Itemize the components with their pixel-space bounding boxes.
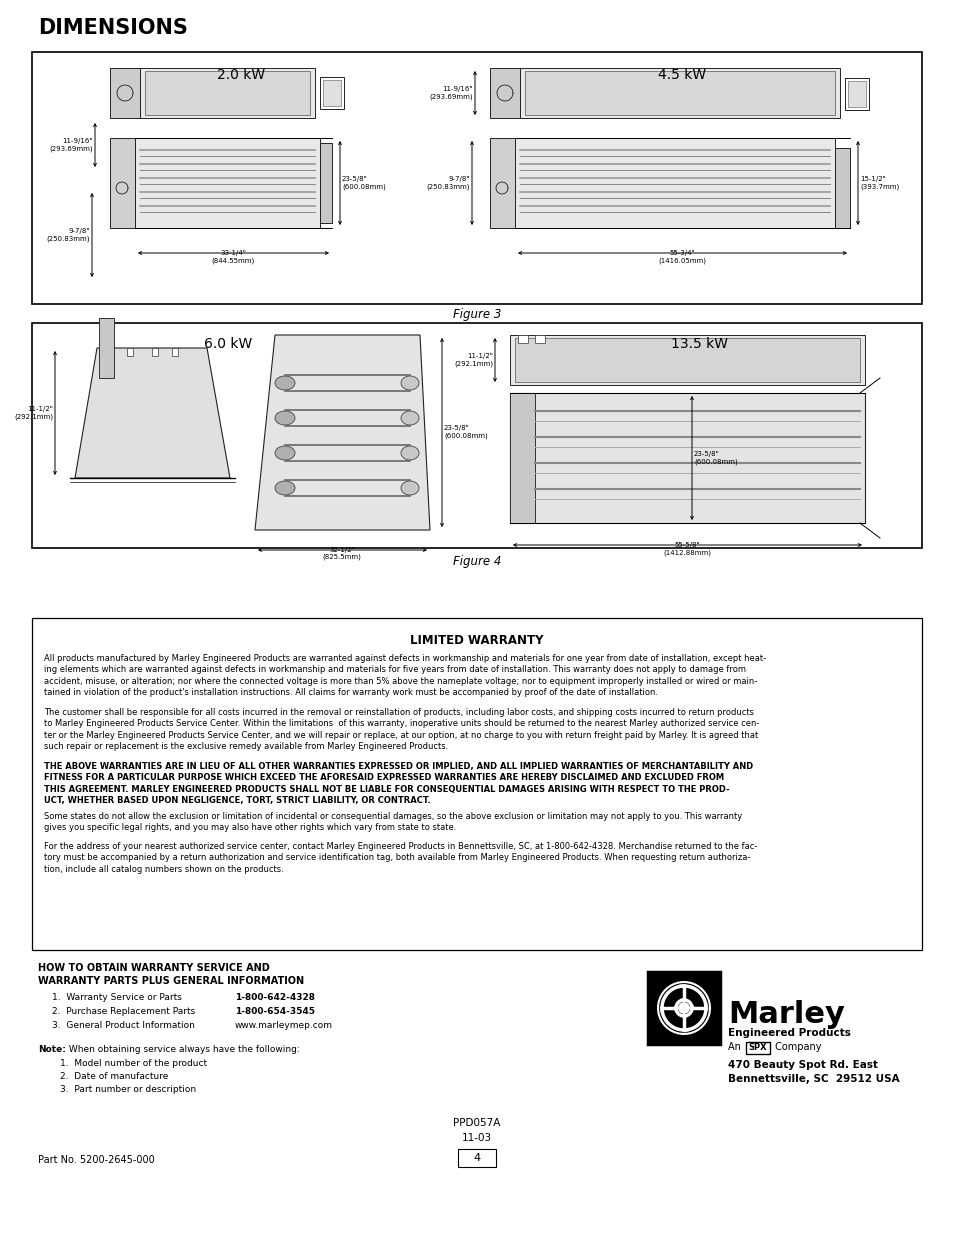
- Text: 4: 4: [473, 1153, 480, 1163]
- Text: 470 Beauty Spot Rd. East: 470 Beauty Spot Rd. East: [727, 1060, 877, 1070]
- Bar: [647, 972, 720, 1044]
- Bar: [32, 324, 921, 548]
- Circle shape: [679, 1003, 688, 1013]
- Text: 11-1/2"
(292.1mm): 11-1/2" (292.1mm): [14, 406, 53, 420]
- Text: 13.5 kW: 13.5 kW: [670, 337, 727, 351]
- Text: 2.  Purchase Replacement Parts: 2. Purchase Replacement Parts: [52, 1007, 195, 1016]
- Bar: [32, 618, 921, 950]
- Text: 3.  General Product Information: 3. General Product Information: [52, 1021, 194, 1030]
- Bar: [745, 1042, 769, 1053]
- Text: Figure 3: Figure 3: [453, 308, 500, 321]
- Text: Marley: Marley: [727, 1000, 844, 1029]
- Text: 1.  Model number of the product: 1. Model number of the product: [60, 1058, 207, 1068]
- Text: 11-03: 11-03: [461, 1132, 492, 1144]
- Text: Note:: Note:: [38, 1045, 66, 1053]
- Text: 32-1/2"
(825.5mm): 32-1/2" (825.5mm): [322, 547, 361, 561]
- Text: Bennettsville, SC  29512 USA: Bennettsville, SC 29512 USA: [727, 1074, 899, 1084]
- Bar: [319, 143, 332, 224]
- Bar: [519, 68, 840, 119]
- Bar: [510, 335, 864, 385]
- Text: The customer shall be responsible for all costs incurred in the removal or reins: The customer shall be responsible for al…: [44, 708, 759, 751]
- Text: 15-1/2"
(393.7mm): 15-1/2" (393.7mm): [859, 177, 899, 190]
- Text: 23-5/8"
(600.08mm): 23-5/8" (600.08mm): [443, 425, 487, 438]
- Bar: [834, 148, 849, 228]
- Ellipse shape: [400, 375, 418, 390]
- Text: HOW TO OBTAIN WARRANTY SERVICE AND: HOW TO OBTAIN WARRANTY SERVICE AND: [38, 963, 270, 973]
- Text: 2.0 kW: 2.0 kW: [217, 68, 265, 82]
- Bar: [490, 138, 515, 228]
- Bar: [535, 335, 544, 343]
- Text: 55-3/4"
(1416.05mm): 55-3/4" (1416.05mm): [658, 249, 705, 263]
- Bar: [323, 80, 340, 106]
- Text: 6.0 kW: 6.0 kW: [203, 337, 252, 351]
- Text: 1.  Warranty Service or Parts: 1. Warranty Service or Parts: [52, 993, 182, 1002]
- Bar: [32, 52, 921, 304]
- Text: An: An: [727, 1042, 743, 1052]
- Bar: [107, 348, 112, 356]
- Text: When obtaining service always have the following:: When obtaining service always have the f…: [66, 1045, 299, 1053]
- Text: 9-7/8"
(250.83mm): 9-7/8" (250.83mm): [426, 177, 470, 190]
- Ellipse shape: [274, 411, 294, 425]
- Bar: [510, 393, 535, 522]
- Text: Figure 4: Figure 4: [453, 555, 500, 568]
- Bar: [844, 78, 868, 110]
- Ellipse shape: [400, 480, 418, 495]
- Bar: [152, 348, 158, 356]
- Text: SPX: SPX: [748, 1044, 766, 1052]
- Text: 1-800-642-4328: 1-800-642-4328: [234, 993, 314, 1002]
- Bar: [515, 138, 834, 228]
- Bar: [515, 338, 859, 382]
- Bar: [510, 393, 864, 522]
- Text: 23-5/8"
(600.08mm): 23-5/8" (600.08mm): [693, 451, 737, 464]
- Text: 4.5 kW: 4.5 kW: [657, 68, 705, 82]
- Ellipse shape: [400, 411, 418, 425]
- Text: 3.  Part number or description: 3. Part number or description: [60, 1086, 196, 1094]
- Text: Some states do not allow the exclusion or limitation of incidental or consequent: Some states do not allow the exclusion o…: [44, 811, 741, 832]
- Text: All products manufactured by Marley Engineered Products are warranted against de: All products manufactured by Marley Engi…: [44, 655, 765, 698]
- Bar: [127, 348, 132, 356]
- Ellipse shape: [274, 480, 294, 495]
- Ellipse shape: [274, 375, 294, 390]
- Text: WARRANTY PARTS PLUS GENERAL INFORMATION: WARRANTY PARTS PLUS GENERAL INFORMATION: [38, 976, 304, 986]
- Bar: [110, 68, 140, 119]
- Text: 11-9/16"
(293.69mm): 11-9/16" (293.69mm): [429, 86, 473, 100]
- Bar: [172, 348, 178, 356]
- Text: LIMITED WARRANTY: LIMITED WARRANTY: [410, 634, 543, 647]
- Text: Part No. 5200-2645-000: Part No. 5200-2645-000: [38, 1155, 154, 1165]
- Text: 2.  Date of manufacture: 2. Date of manufacture: [60, 1072, 168, 1081]
- Text: PPD057A: PPD057A: [453, 1118, 500, 1128]
- Bar: [145, 70, 310, 115]
- Text: 11-1/2"
(292.1mm): 11-1/2" (292.1mm): [454, 353, 493, 367]
- Text: 55-5/8"
(1412.88mm): 55-5/8" (1412.88mm): [662, 542, 710, 556]
- Bar: [490, 68, 519, 119]
- Text: For the address of your nearest authorized service center, contact Marley Engine: For the address of your nearest authoriz…: [44, 842, 757, 874]
- Polygon shape: [254, 335, 430, 530]
- Bar: [524, 70, 834, 115]
- Text: 11-9/16"
(293.69mm): 11-9/16" (293.69mm): [50, 138, 92, 152]
- Bar: [847, 82, 865, 107]
- Ellipse shape: [274, 446, 294, 459]
- Bar: [319, 77, 344, 109]
- Text: 33-1/4"
(844.55mm): 33-1/4" (844.55mm): [212, 249, 254, 263]
- Bar: [135, 138, 319, 228]
- Text: THE ABOVE WARRANTIES ARE IN LIEU OF ALL OTHER WARRANTIES EXPRESSED OR IMPLIED, A: THE ABOVE WARRANTIES ARE IN LIEU OF ALL …: [44, 762, 753, 805]
- Bar: [140, 68, 314, 119]
- Text: Company: Company: [771, 1042, 821, 1052]
- Text: www.marleymep.com: www.marleymep.com: [234, 1021, 333, 1030]
- Bar: [110, 138, 135, 228]
- Ellipse shape: [400, 446, 418, 459]
- Bar: [457, 1149, 496, 1167]
- Bar: [517, 335, 527, 343]
- Text: DIMENSIONS: DIMENSIONS: [38, 19, 188, 38]
- Text: 23-5/8"
(600.08mm): 23-5/8" (600.08mm): [341, 177, 385, 190]
- Text: 1-800-654-3545: 1-800-654-3545: [234, 1007, 314, 1016]
- Polygon shape: [75, 348, 230, 478]
- Text: 9-7/8"
(250.83mm): 9-7/8" (250.83mm): [47, 228, 90, 242]
- Text: Engineered Products: Engineered Products: [727, 1028, 850, 1037]
- Bar: [99, 317, 113, 378]
